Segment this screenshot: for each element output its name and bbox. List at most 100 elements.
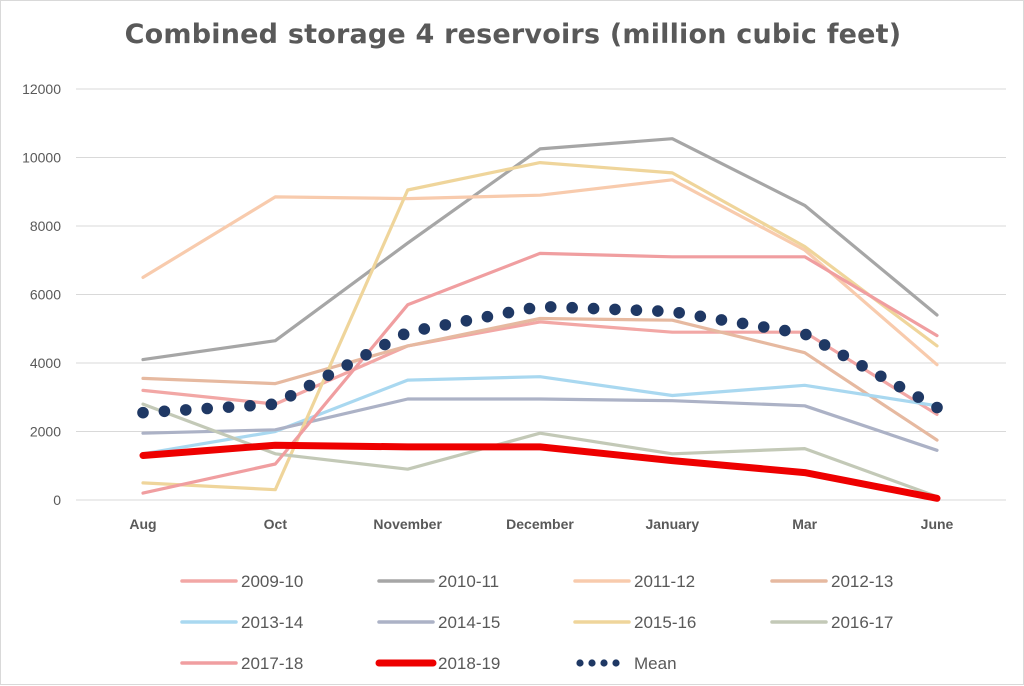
mean-dot [818,339,831,351]
mean-dot [715,314,728,326]
legend-label: Mean [634,654,677,673]
y-tick-label: 2000 [30,424,61,440]
series-2018-19 [139,441,941,502]
series-2010-11 [141,137,939,362]
mean-dot [179,404,192,416]
x-tick-label: January [645,516,699,532]
mean-dot [694,310,707,323]
legend-label: 2016-17 [831,613,893,632]
mean-dot [736,317,749,330]
series-line-2016-17 [141,402,939,499]
mean-dot [609,303,621,316]
series-Mean [137,301,943,419]
mean-dot [856,360,868,372]
legend-item: 2009-10 [180,572,303,591]
series-2013-14 [141,375,939,456]
legend-label: 2015-16 [634,613,696,632]
x-tick-label: Mar [792,516,817,532]
legend: 2009-10 2010-11 2011-12 2012-13 2013-14 2014-… [180,572,893,673]
x-axis-ticks: Aug Oct November December January Mar June [129,516,953,532]
mean-dot [800,328,812,341]
mean-dot [322,369,335,382]
legend-label: 2012-13 [831,572,893,591]
mean-dot [481,310,494,323]
mean-dot [502,306,515,319]
mean-dot [912,391,925,403]
series-2014-15 [141,397,939,452]
series-line-2013-14 [141,375,939,456]
x-tick-label: June [921,516,954,532]
legend-label: 2011-12 [634,572,695,591]
mean-dot [523,302,536,315]
mean-dot [874,370,887,383]
legend-item: 2010-11 [377,572,499,591]
series-2016-17 [141,402,939,499]
mean-dot [757,321,770,333]
legend-swatch [612,659,620,667]
legend-item: 2012-13 [770,572,893,591]
x-tick-label: Aug [129,516,156,532]
mean-dot [779,324,791,337]
mean-dot [460,314,473,327]
mean-dot [158,405,171,418]
legend-label: 2009-10 [241,572,303,591]
mean-dot [544,301,557,313]
x-tick-label: November [373,516,442,532]
series-2011-12 [141,178,939,367]
y-tick-label: 12000 [22,81,61,97]
legend-label: 2018-19 [438,654,500,673]
mean-dot [397,328,410,341]
series-line-2018-19 [139,441,941,502]
legend-item: 2016-17 [770,613,893,632]
series-2017-18 [141,251,939,495]
y-axis-ticks: 0 2000 4000 6000 8000 10000 12000 [22,81,61,508]
legend-label: 2013-14 [241,613,303,632]
y-tick-label: 10000 [22,150,61,166]
chart-title: Combined storage 4 reservoirs (million c… [124,19,902,50]
legend-item: 2011-12 [573,572,695,591]
legend-item: 2014-15 [377,613,500,632]
mean-dot [303,379,316,392]
y-tick-label: 6000 [30,287,61,303]
legend-item: 2017-18 [180,654,303,673]
x-tick-label: Oct [264,516,288,532]
legend-label: 2014-15 [438,613,500,632]
mean-dot [201,402,213,415]
series-line-2011-12 [141,178,939,367]
series-line-2017-18 [141,251,939,495]
mean-dot [284,389,297,402]
series-layer [137,137,943,502]
mean-dot [837,349,850,362]
mean-dot [360,349,372,361]
legend-swatch [600,659,608,667]
series-line-2010-11 [141,137,939,362]
series-line-2012-13 [141,316,939,442]
mean-dot [341,359,353,371]
legend-item: Mean [576,654,677,673]
mean-dot [244,399,256,412]
y-tick-label: 0 [53,492,61,508]
mean-dot [418,323,431,335]
mean-dot [630,304,643,317]
mean-dot [137,406,149,419]
legend-item: 2015-16 [573,613,696,632]
mean-dot [893,380,906,393]
y-tick-label: 8000 [30,218,61,234]
mean-dot [587,302,600,315]
series-line-2015-16 [141,161,939,492]
mean-dot [222,401,235,413]
series-2015-16 [141,161,939,492]
mean-dot [439,319,452,331]
legend-item: 2018-19 [375,654,500,673]
mean-dot [652,305,664,317]
mean-dot [931,401,943,414]
mean-dot [673,306,685,319]
x-tick-label: December [506,516,574,532]
mean-dot [566,301,578,314]
series-line-2014-15 [141,397,939,452]
y-tick-label: 4000 [30,355,61,371]
legend-swatch [576,659,584,667]
legend-label: 2010-11 [438,572,499,591]
